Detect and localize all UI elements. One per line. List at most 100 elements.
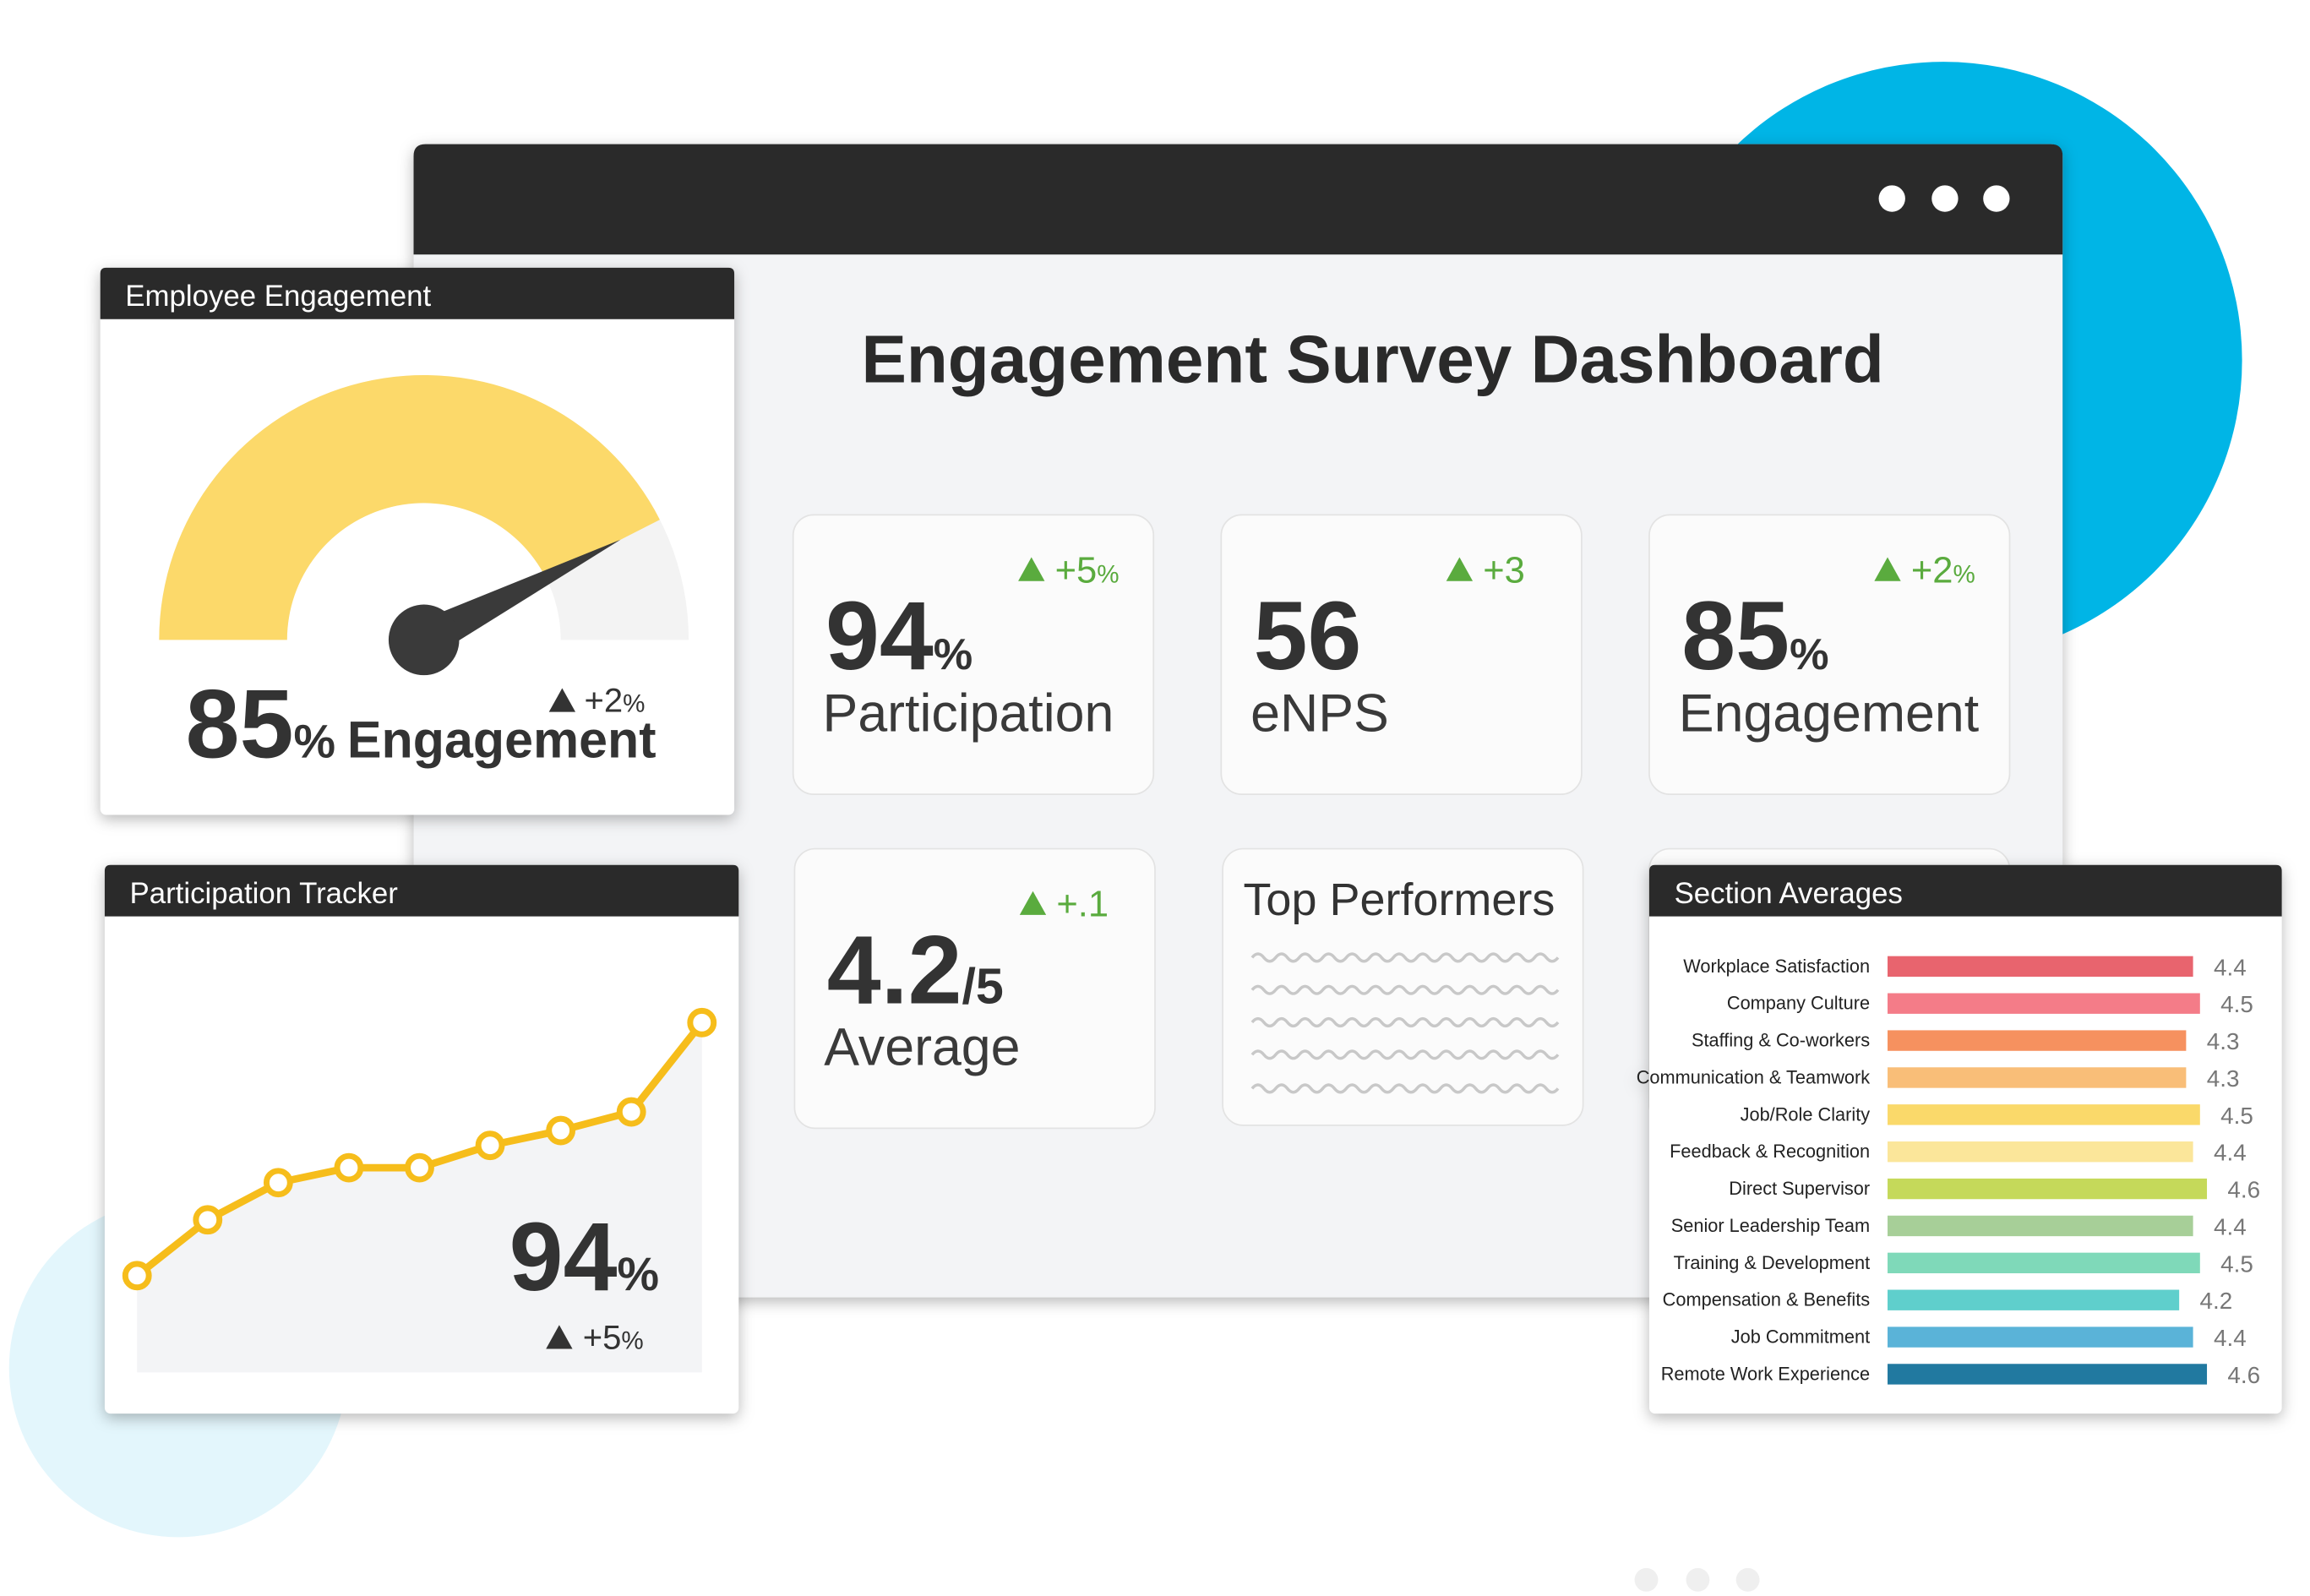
up-arrow [1018,557,1045,581]
value-label: 4.6 [2227,1177,2260,1203]
kpi-number: 85 [1681,582,1790,690]
kpi-value: 4.2/5 [827,916,1004,1024]
kpi-unit: % [934,630,972,679]
pager-dots [1634,1567,1760,1592]
gauge-number: 85 [186,671,294,779]
gauge-needle [415,539,621,657]
bar-label: Direct Supervisor [1729,1178,1870,1199]
value-label: 4.4 [2214,954,2247,980]
bar [1888,956,2193,978]
card [1220,514,1583,796]
value-label: 4.5 [2220,1103,2253,1129]
kpi-label: eNPS [1250,684,1389,743]
up-arrow [546,1325,573,1349]
line-point [263,1168,293,1198]
top-performers-card: Top Performers [1222,847,1584,1126]
up-arrow [1874,557,1901,581]
value-label: 4.3 [2207,1028,2240,1054]
placeholder-line [1250,1049,1560,1060]
bar [1888,1178,2208,1200]
value-label: 4.5 [2220,1250,2253,1277]
line-area [137,1022,702,1373]
change-unit: % [621,1327,643,1355]
bar-label: Senior Leadership Team [1671,1215,1870,1236]
panel-title: Employee Engagement [125,280,431,313]
change-number: +5 [1055,550,1098,591]
line-point [687,1007,717,1038]
bar [1888,1289,2180,1310]
kpi-value: 85% [1681,582,1828,690]
value-label: 4.5 [2220,991,2253,1017]
gauge-panel: Employee Engagement 85% Engagement+2% [100,267,735,815]
kpi-label: Average [824,1017,1020,1076]
gauge-fill [159,374,660,640]
card [792,514,1155,796]
gauge-label: Engagement [347,711,656,769]
kpi-change: +2% [1911,550,1975,591]
gauge-change: +2% [584,683,645,720]
card-title: Top Performers [1243,874,1555,925]
placeholder-line [1250,984,1560,995]
kpi-unit: % [1790,630,1828,679]
panel-title: Participation Tracker [130,877,399,910]
value-label: 4.2 [2200,1288,2233,1314]
bar-label: Job/Role Clarity [1741,1103,1871,1125]
bar-label: Job Commitment [1731,1326,1870,1348]
bar [1888,1067,2187,1088]
change-number: +3 [1483,550,1525,591]
change-number: +2 [1911,550,1953,591]
change-number: +5 [583,1320,622,1357]
bar [1888,993,2200,1014]
bar-label: Workplace Satisfaction [1683,956,1870,977]
line-point [616,1097,646,1127]
bar-label: Company Culture [1727,993,1870,1014]
value-label: 4.3 [2207,1065,2240,1092]
line-point [122,1261,152,1291]
value-label: 4.4 [2214,1325,2247,1351]
bar [1888,1364,2208,1385]
line-point [193,1205,223,1235]
kpi-value: 94% [825,582,972,690]
placeholder-line [1250,1016,1560,1028]
gauge-unit: % [293,716,335,768]
tracker-change: +5% [583,1320,644,1357]
kpi-number: 4.2 [827,916,962,1024]
tracker-unit: % [617,1248,659,1300]
dashboard-title: Engagement Survey Dashboard [861,322,1883,397]
bar [1888,1141,2193,1163]
change-unit: % [623,690,645,718]
tracker-value: 94% [509,1203,659,1311]
value-label: 4.6 [2227,1362,2260,1388]
value-label: 4.4 [2214,1213,2247,1239]
value-label: 4.4 [2214,1140,2247,1166]
kpi-label: Participation [823,684,1114,743]
kpi-change: +.1 [1056,885,1109,925]
bar-label: Compensation & Benefits [1663,1289,1871,1310]
tracker-number: 94 [509,1203,618,1311]
up-arrow [1446,557,1474,581]
needle-hub [388,604,460,676]
up-arrow [1019,891,1047,915]
kpi-change: +5% [1055,550,1120,591]
kpi-label: Engagement [1679,684,1979,743]
bar-label: Feedback & Recognition [1670,1141,1870,1162]
bar-label: Staffing & Co-workers [1692,1030,1870,1051]
change-number: +2 [584,683,623,720]
kpi-value: 56 [1254,582,1362,690]
kpi-unit: /5 [962,957,1003,1014]
card [1648,514,2011,796]
line-point [334,1152,364,1183]
line-point [475,1130,505,1161]
bar-label: Remote Work Experience [1661,1363,1870,1384]
line-point [546,1115,576,1146]
bar [1888,1030,2187,1051]
change-number: +.1 [1056,885,1109,925]
panel-title: Section Averages [1675,877,1903,910]
bar-label: Training & Development [1674,1252,1871,1273]
bar [1888,1326,2193,1348]
change-unit: % [1953,560,1975,588]
placeholder-line [1250,1083,1560,1094]
